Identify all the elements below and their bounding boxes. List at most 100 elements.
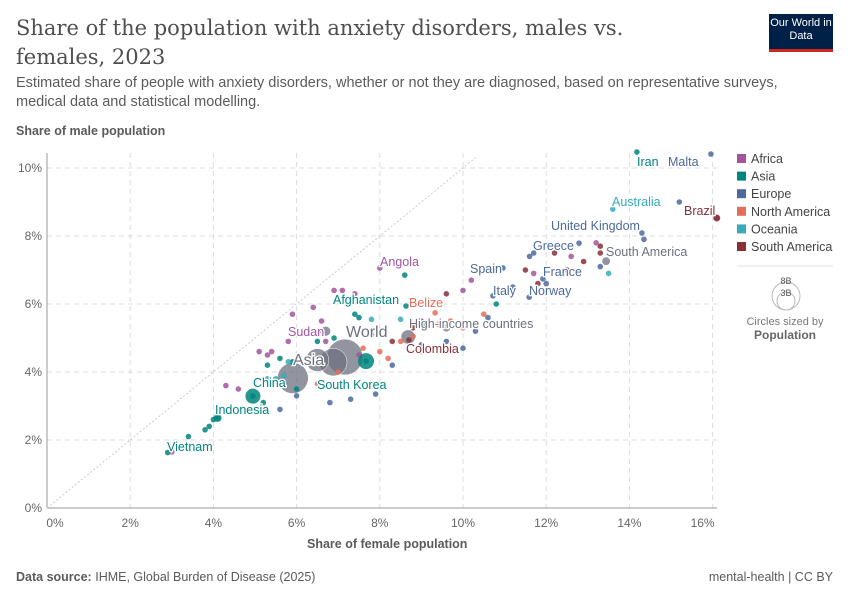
data-point-europe <box>641 236 647 243</box>
point-label: Australia <box>612 195 661 209</box>
owid-logo[interactable]: Our World in Data <box>769 14 833 52</box>
x-tick-label: 2% <box>122 516 140 530</box>
data-point-europe <box>277 406 283 413</box>
data-point-europe <box>485 314 491 321</box>
data-point-asia <box>363 358 369 364</box>
data-point-oceania <box>397 316 404 323</box>
legend-item: South America <box>751 240 832 254</box>
data-point-north-america <box>418 348 425 355</box>
data-point-north-america <box>414 318 421 324</box>
aggregate-point <box>305 348 330 372</box>
legend-item: Asia <box>751 170 775 184</box>
data-point-south-america <box>410 325 416 331</box>
data-point-europe <box>293 393 300 399</box>
data-point-asia <box>277 355 283 362</box>
data-point-africa <box>468 277 475 284</box>
point-label: Asia <box>293 352 324 369</box>
data-point-africa <box>356 352 362 358</box>
data-point-south-america <box>406 337 412 343</box>
data-point-europe <box>418 342 425 348</box>
point-label: United Kingdom <box>551 219 640 233</box>
license[interactable]: mental-health | CC BY <box>708 570 833 584</box>
data-point-africa <box>377 265 383 271</box>
data-point-north-america <box>481 311 487 318</box>
size-legend-big-label: 8B <box>780 276 791 286</box>
aggregate-point <box>601 256 611 266</box>
data-point-asia <box>264 362 271 369</box>
data-point-oceania <box>285 359 292 365</box>
x-tick-label: 0% <box>46 516 64 530</box>
aggregate-point <box>326 338 364 376</box>
point-label: Sudan <box>288 325 324 339</box>
data-point-africa <box>285 338 292 345</box>
point-label: Angola <box>380 255 419 269</box>
data-point-asia <box>250 393 256 399</box>
country-point <box>213 413 222 422</box>
data-point-oceania <box>609 206 616 212</box>
point-label: South Korea <box>317 378 387 392</box>
data-point-asia <box>214 415 221 421</box>
data-point-asia <box>210 416 217 423</box>
data-point-africa <box>169 449 175 455</box>
data-point-north-america <box>360 345 366 352</box>
point-label: Greece <box>533 239 574 253</box>
data-point-south-america <box>597 243 604 249</box>
data-point-africa <box>530 270 537 277</box>
data-point-europe <box>540 276 546 282</box>
data-point-north-america <box>447 318 454 324</box>
data-point-europe <box>443 338 450 345</box>
data-point-oceania <box>281 372 287 379</box>
data-point-asia <box>493 301 500 307</box>
y-tick-label: 0% <box>25 501 43 515</box>
data-point-africa <box>368 331 375 338</box>
data-point-europe <box>510 284 516 290</box>
size-legend-big-circle <box>771 281 801 311</box>
data-point-oceania <box>273 376 279 382</box>
point-label: Vietnam <box>167 440 213 454</box>
point-label: Colombia <box>406 342 459 356</box>
data-point-europe <box>389 362 396 369</box>
point-label: Belize <box>409 296 443 310</box>
data-point-africa <box>331 287 337 294</box>
data-point-africa <box>310 304 317 311</box>
point-label: South America <box>606 245 687 259</box>
data-point-africa <box>322 338 329 345</box>
country-point <box>245 388 261 404</box>
data-point-asia <box>403 303 409 309</box>
legend-swatch <box>737 242 746 251</box>
data-point-europe <box>708 151 714 157</box>
data-point-africa <box>418 318 425 324</box>
data-point-asia <box>352 311 358 318</box>
point-label: World <box>346 324 388 341</box>
data-source-text[interactable]: IHME, Global Burden of Disease (2025) <box>95 570 316 584</box>
x-tick-label: 12% <box>534 516 558 530</box>
data-point-asia <box>401 272 408 278</box>
aggregate-point <box>277 362 309 394</box>
data-point-africa <box>256 348 262 355</box>
x-tick-label: 16% <box>691 516 715 530</box>
data-point-north-america <box>432 310 438 316</box>
legend-item: Africa <box>751 152 783 166</box>
point-label: France <box>543 265 582 279</box>
legend-swatch <box>737 189 746 199</box>
y-tick-label: 4% <box>25 365 43 379</box>
point-label: Spain <box>470 262 502 276</box>
x-tick-label: 10% <box>451 516 475 530</box>
data-point-north-america <box>397 338 404 345</box>
data-point-asia <box>206 423 213 430</box>
data-point-africa <box>268 348 275 355</box>
legend-swatch <box>737 154 746 163</box>
data-point-africa <box>223 382 229 389</box>
data-point-north-america <box>410 333 416 340</box>
data-point-north-america <box>377 348 383 355</box>
data-point-europe <box>639 230 645 236</box>
aggregate-point <box>442 323 451 333</box>
data-point-asia <box>422 321 429 328</box>
data-point-europe <box>597 263 604 270</box>
size-legend-variable: Population <box>754 328 816 342</box>
data-point-africa <box>352 291 358 297</box>
country-point <box>358 353 375 370</box>
data-point-europe <box>526 253 533 260</box>
data-point-south-america <box>597 250 604 256</box>
equality-line <box>46 157 476 509</box>
